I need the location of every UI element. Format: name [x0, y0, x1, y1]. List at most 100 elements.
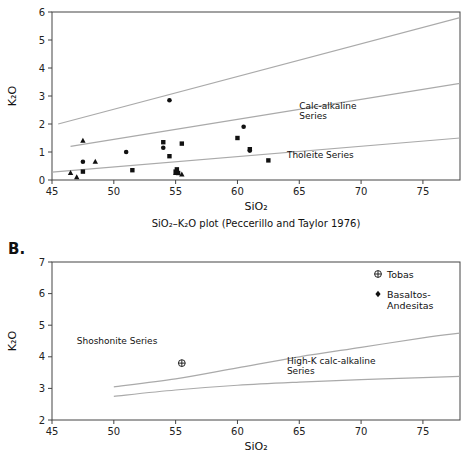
panel: 455055606570750123456SiO₂K₂OSiO₂–K₂O plo…: [6, 7, 460, 230]
x-tick-label: 60: [231, 186, 244, 197]
boundary-line: [71, 83, 460, 146]
point: [161, 140, 165, 144]
legend-label: Basaltos-Andesitas: [387, 289, 434, 311]
point: [178, 360, 185, 367]
point: [124, 150, 129, 155]
point: [167, 154, 171, 158]
x-tick-label: 45: [46, 186, 59, 197]
x-tick-label: 55: [169, 426, 182, 437]
series-label: Tholeite Series: [286, 150, 354, 160]
marker-ring: [178, 360, 185, 367]
x-tick: [299, 420, 300, 424]
marker-cross: [375, 271, 382, 278]
x-tick: [113, 420, 114, 424]
x-tick: [299, 180, 300, 184]
y-tick-label: 0: [39, 175, 45, 186]
x-tick-label: 70: [355, 186, 368, 197]
text-line: Calc-alkaline: [299, 101, 357, 111]
point: [179, 171, 184, 176]
boundary-line: [52, 138, 460, 172]
point: [173, 170, 178, 175]
plot-frame: [52, 12, 460, 180]
marker-cross: [178, 360, 185, 367]
boundary-line: [114, 333, 460, 387]
y-tick: [48, 325, 52, 326]
y-tick-label: 3: [39, 383, 45, 394]
point: [248, 147, 252, 151]
x-tick-label: 75: [417, 186, 430, 197]
point: [81, 169, 85, 173]
y-axis-label: K₂O: [6, 331, 19, 352]
legend: Tobas Basaltos-Andesitas: [375, 269, 434, 311]
y-tick-label: 6: [39, 288, 45, 299]
y-tick: [48, 293, 52, 294]
point: [80, 138, 85, 143]
y-tick: [48, 180, 52, 181]
point: [167, 98, 172, 103]
series-label: High-K calc-alkalineSeries: [287, 356, 376, 376]
x-tick: [52, 180, 53, 184]
x-tick: [361, 180, 362, 184]
x-tick: [361, 420, 362, 424]
boundary-line: [58, 18, 460, 124]
x-tick: [52, 420, 53, 424]
x-tick-label: 65: [293, 426, 306, 437]
y-tick: [48, 262, 52, 263]
x-tick-label: 70: [355, 426, 368, 437]
point: [266, 158, 270, 162]
plot-area: [52, 18, 460, 180]
y-tick-label: 7: [39, 257, 45, 268]
x-axis-label: SiO₂: [244, 200, 267, 213]
x-tick: [237, 420, 238, 424]
y-tick: [48, 96, 52, 97]
x-tick: [237, 180, 238, 184]
point: [180, 141, 184, 145]
caption: SiO₂–K₂O plot (Peccerillo and Taylor 197…: [152, 218, 361, 229]
point: [235, 136, 239, 140]
point: [93, 159, 98, 164]
text-line: Basaltos-: [387, 289, 431, 300]
y-tick-label: 4: [39, 63, 45, 74]
y-tick-label: 2: [39, 119, 45, 130]
text-line: Series: [287, 366, 315, 376]
boundary-line: [114, 376, 460, 396]
legend-symbol: [375, 291, 380, 297]
text-line: High-K calc-alkaline: [287, 356, 376, 366]
x-tick: [422, 180, 423, 184]
text-line: Andesitas: [387, 300, 434, 311]
x-tick-label: 60: [231, 426, 244, 437]
y-tick-label: 6: [39, 7, 45, 18]
panel-label: B.: [8, 240, 25, 258]
legend-label: Tobas: [386, 269, 414, 280]
x-tick: [422, 420, 423, 424]
x-tick-label: 45: [46, 426, 59, 437]
x-tick: [175, 180, 176, 184]
series-label: Calc-alkalineSeries: [299, 101, 357, 121]
plot-frame: [52, 262, 460, 420]
y-tick: [48, 12, 52, 13]
x-tick-label: 50: [107, 426, 120, 437]
y-tick-label: 3: [39, 91, 45, 102]
y-tick-label: 1: [39, 147, 45, 158]
y-tick-label: 4: [39, 351, 45, 362]
y-axis-label: K₂O: [6, 86, 19, 107]
point: [81, 160, 86, 165]
point: [74, 174, 79, 179]
y-tick: [48, 388, 52, 389]
series-label: Shoshonite Series: [77, 336, 158, 346]
point: [241, 125, 246, 130]
x-tick-label: 65: [293, 186, 306, 197]
y-tick: [48, 40, 52, 41]
plot-area: [114, 333, 460, 396]
y-tick: [48, 152, 52, 153]
y-tick-label: 5: [39, 320, 45, 331]
y-tick: [48, 420, 52, 421]
x-tick: [113, 180, 114, 184]
panel: 45505560657075234567SiO₂K₂OB.Shoshonite …: [6, 240, 460, 453]
y-tick: [48, 356, 52, 357]
point: [130, 168, 134, 172]
x-tick-label: 75: [417, 426, 430, 437]
figure: 455055606570750123456SiO₂K₂OSiO₂–K₂O plo…: [0, 0, 474, 474]
point: [161, 146, 166, 151]
x-tick-label: 55: [169, 186, 182, 197]
